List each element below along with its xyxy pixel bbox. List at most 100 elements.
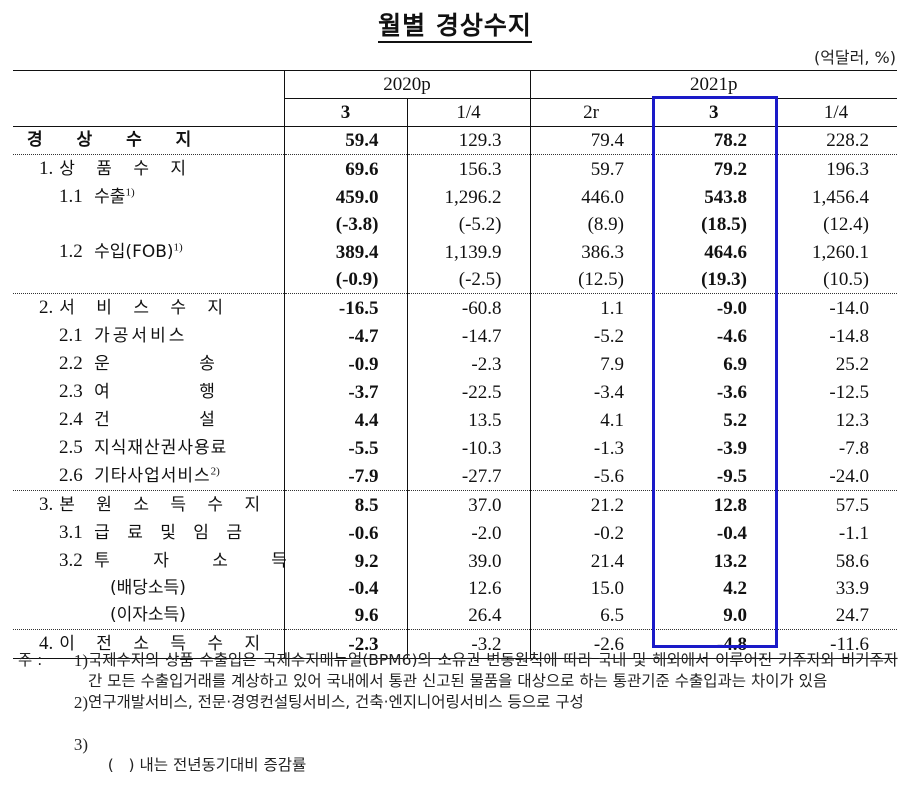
- cell: -7.8: [838, 437, 869, 459]
- unit-label: (억달러, %): [813, 48, 896, 67]
- table-row: (이자소득) 9.6 26.4 6.5 9.0 24.7: [13, 602, 897, 630]
- header-period: 1/4: [406, 98, 530, 127]
- cell: 21.4: [529, 547, 652, 575]
- footnote: 3) ( ) 내는 전년동기대비 증감률: [18, 713, 898, 797]
- row-number: 1.: [39, 158, 54, 179]
- cell: 24.7: [835, 605, 869, 626]
- row-label: 4. 이 전 소 득 수 지: [13, 629, 284, 659]
- cell: -1.1: [838, 522, 869, 544]
- cell: 459.0: [283, 183, 407, 211]
- cell: (-0.9): [283, 266, 407, 294]
- title-text: 월별 경상수지: [378, 11, 532, 43]
- cell: 13.2: [713, 550, 747, 572]
- cell: -2.3: [283, 629, 407, 659]
- cell: (-3.8): [283, 211, 407, 238]
- row-number: 3.: [39, 494, 54, 515]
- cell: -2.0: [406, 519, 530, 547]
- table-row: (-3.8) (-5.2) (8.9) (18.5) (12.4): [13, 211, 897, 238]
- cell: (19.3): [701, 269, 747, 290]
- table-row: 2.5 지식재산권사용료 -5.5 -10.3 -1.3 -3.9 -7.8: [13, 434, 897, 462]
- table-row: 2.3 여 행 -3.7 -22.5 -3.4 -3.6 -12.5: [13, 378, 897, 406]
- cell: (18.5): [701, 214, 747, 235]
- cell: 69.6: [283, 154, 407, 183]
- cell: 58.6: [835, 550, 869, 572]
- row-label-text: 수입(FOB): [94, 242, 174, 262]
- cell: -3.7: [283, 378, 407, 406]
- row-label-text: 이 전 소 득 수 지: [59, 634, 269, 654]
- cell: 196.3: [775, 154, 897, 183]
- row-number: 2.3: [59, 381, 83, 402]
- cell: 79.2: [652, 154, 775, 183]
- cell: 1,456.4: [812, 186, 869, 208]
- cell: 12.8: [652, 490, 775, 519]
- row-label-text: 건 설: [94, 410, 257, 430]
- cell: 21.2: [529, 490, 652, 519]
- row-label: 2.5 지식재산권사용료: [13, 434, 284, 462]
- row-label-text: 기타사업서비스: [94, 466, 211, 486]
- cell: -4.6: [716, 325, 747, 347]
- cell: 6.9: [723, 353, 747, 375]
- table-row: 2.1 가공서비스 -4.7 -14.7 -5.2 -4.6 -14.8: [13, 322, 897, 350]
- table-row: 3.1 급 료 및 임 금 -0.6 -2.0 -0.2 -0.4 -1.1: [13, 519, 897, 547]
- table-row: 2. 서 비 스 수 지 -16.5 -60.8 1.1 -9.0 -14.0: [13, 293, 897, 322]
- footnote-prefix: 주 :: [18, 651, 43, 669]
- footnote-text: ( ) 내는 전년동기대비 증감률: [107, 756, 307, 774]
- footnote-key: 2): [73, 693, 88, 712]
- header-period: 2r: [529, 98, 652, 127]
- row-label: 2.1 가공서비스: [13, 322, 284, 350]
- cell: 59.7: [529, 154, 652, 183]
- row-label: [13, 266, 284, 294]
- cell: 4.1: [529, 406, 652, 434]
- footnote: 주 : 1) 국제수지의 상품 수출입은 국제수지매뉴얼(BPM6)의 소유권 …: [18, 650, 898, 692]
- cell: 12.6: [406, 575, 530, 602]
- row-label-text: 급 료 및 임 금: [94, 523, 248, 543]
- table-row: 경 상 수 지 59.4 129.3 79.4 78.2 228.2: [13, 126, 897, 155]
- row-number: 1.1: [59, 186, 83, 207]
- footnote-text: 국제수지의 상품 수출입은 국제수지매뉴얼(BPM6)의 소유권 변동원칙에 따…: [88, 651, 898, 690]
- cell: 13.5: [406, 406, 530, 434]
- cell: (12.4): [823, 214, 869, 235]
- row-number: 2.5: [59, 437, 83, 458]
- header-period: 1/4: [775, 98, 897, 127]
- cell: 26.4: [406, 602, 530, 630]
- cell: 1.1: [529, 293, 652, 322]
- cell: 79.4: [529, 126, 652, 155]
- header-period: 3: [283, 98, 407, 127]
- row-label: 3. 본 원 소 득 수 지: [13, 490, 284, 519]
- row-label: 2.2 운 송: [13, 350, 284, 378]
- cell: 9.6: [283, 602, 407, 630]
- cell: 228.2: [826, 130, 869, 151]
- header-row-years: 2020p 2021p: [13, 70, 897, 127]
- cell: -0.2: [529, 519, 652, 547]
- cell: 33.9: [835, 578, 869, 599]
- cell: 15.0: [529, 575, 652, 602]
- cell: 8.5: [283, 490, 407, 519]
- table-row: 4. 이 전 소 득 수 지 -2.3 -3.2 -2.6 -4.8 -11.6: [13, 629, 897, 659]
- cell: (-2.5): [406, 266, 530, 294]
- cell: (-5.2): [406, 211, 530, 238]
- cell: 59.4: [283, 126, 407, 155]
- row-label: 2. 서 비 스 수 지: [13, 293, 284, 322]
- cell: -0.4: [716, 522, 747, 544]
- cell: 9.0: [723, 605, 747, 626]
- current-account-table: 2020p 2021p 3 1/4 2r 3 1/4 경 상 수 지 59.4 …: [13, 70, 897, 659]
- row-number: 2.2: [59, 353, 83, 374]
- row-label: (배당소득): [110, 578, 186, 598]
- cell: -22.5: [406, 378, 530, 406]
- row-label-text: 투 자 소 득: [94, 551, 306, 571]
- cell: -14.0: [775, 293, 897, 322]
- cell: 4.4: [283, 406, 407, 434]
- cell: -3.9: [716, 437, 747, 459]
- cell: (12.5): [529, 266, 652, 294]
- cell: -7.9: [283, 462, 407, 491]
- cell: -11.6: [775, 629, 897, 659]
- cell: -2.3: [406, 350, 530, 378]
- row-label: [13, 211, 284, 238]
- row-number: 2.6: [59, 465, 83, 486]
- row-number: 2.: [39, 297, 54, 318]
- cell: -5.6: [529, 462, 652, 491]
- row-label-text: 수출: [94, 187, 126, 207]
- row-label: 1.2 수입(FOB)1): [13, 238, 284, 266]
- cell: -3.6: [716, 381, 747, 403]
- row-label-text: 지식재산권사용료: [94, 438, 228, 458]
